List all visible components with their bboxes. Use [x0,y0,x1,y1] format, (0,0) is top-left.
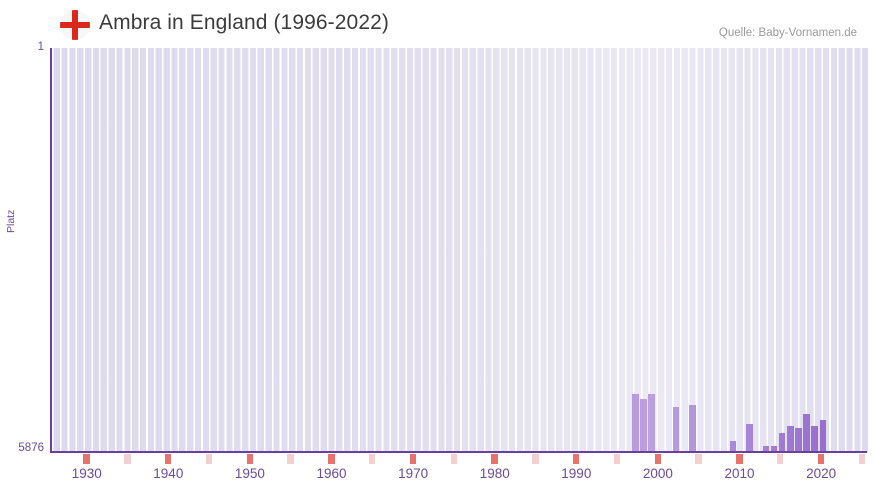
x-axis-label-1990: 1990 [561,466,592,481]
x-tick-1970 [409,454,417,464]
x-axis-label-1940: 1940 [153,466,184,481]
bar-2015 [778,433,786,452]
x-tick-1965 [369,454,376,464]
x-axis-line [50,451,867,453]
bar-2004 [689,405,696,452]
x-tick-1985 [532,454,539,464]
x-tick-1980 [491,454,498,464]
x-axis-label-1980: 1980 [479,466,510,481]
x-axis-label-1970: 1970 [398,466,429,481]
bar-2020 [819,420,827,452]
x-tick-1975 [450,454,457,464]
y-axis-label-top: 1 [37,41,44,53]
bar-2019 [811,426,819,452]
x-axis-label-2020: 2020 [806,466,837,481]
x-tick-1945 [205,454,213,464]
x-axis-label-1930: 1930 [71,466,102,481]
bar-1998 [640,399,647,452]
x-tick-1990 [573,454,580,464]
bar-1999 [648,394,655,452]
x-tick-2000 [654,454,661,464]
x-tick-2010 [736,454,743,464]
x-tick-1930 [83,454,90,464]
x-tick-2020 [817,454,825,464]
england-flag-icon [60,10,90,40]
bar-2002 [672,407,680,452]
chart-title: Ambra in England (1996-2022) [99,11,389,34]
y-axis-title: Platz [5,209,17,233]
x-tick-1940 [165,454,172,464]
y-axis-label-bottom: 5876 [18,442,44,454]
bar-2009 [729,441,737,452]
x-tick-2005 [695,454,702,464]
bar-2013 [762,446,770,452]
x-tick-1950 [246,454,253,464]
bar-2016 [787,426,794,452]
plot-highlight-overlay [52,48,868,452]
bar-2011 [746,424,753,452]
x-axis-label-2000: 2000 [642,466,673,481]
x-tick-1935 [124,454,131,464]
source-attribution: Quelle: Baby-Vornamen.de [718,27,857,39]
bar-2018 [803,414,810,452]
bar-2014 [770,446,778,452]
x-tick-1995 [613,454,621,464]
x-axis-label-2010: 2010 [724,466,755,481]
x-tick-1960 [328,454,335,464]
bar-2017 [795,428,802,452]
plot-area [50,48,868,452]
chart-header: Ambra in England (1996-2022) Quelle: Bab… [0,0,873,44]
x-axis-label-1960: 1960 [316,466,347,481]
x-tick-2025 [858,454,865,464]
x-tick-2015 [777,454,784,464]
x-axis-label-1950: 1950 [234,466,265,481]
bar-1997 [631,394,639,452]
x-tick-1955 [287,454,294,464]
flag-cross-horizontal [60,22,90,28]
